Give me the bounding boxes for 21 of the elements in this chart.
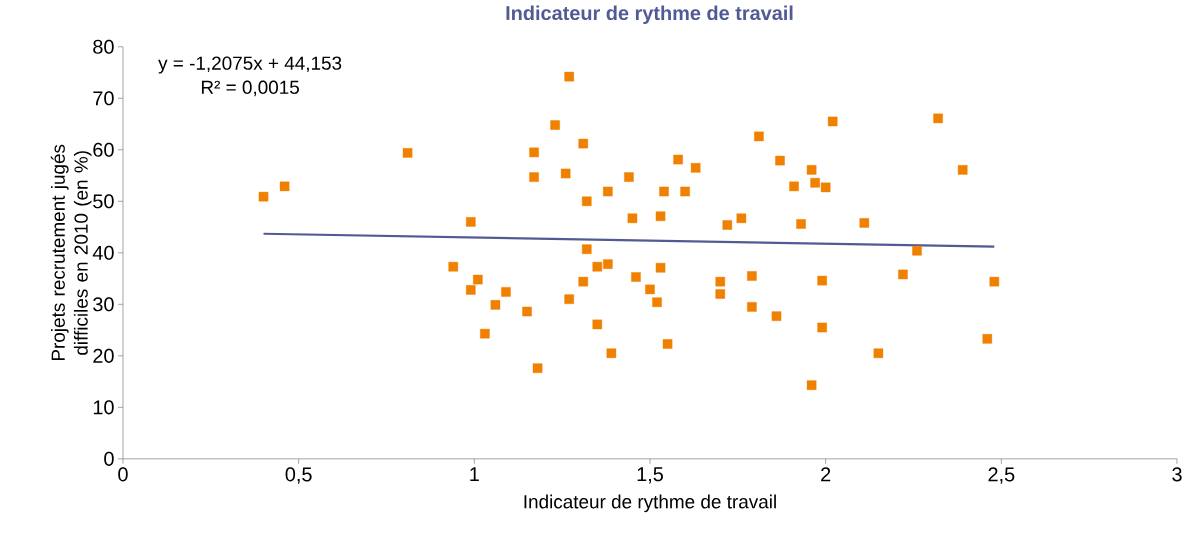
y-axis-title: Projets recrutement jugés difficiles en 2010 (en %) (50, 144, 92, 361)
annotation: y = -1,2075x + 44,153 (158, 56, 342, 74)
chart-title: Indicateur de rythme de travail (506, 5, 793, 25)
x-tick-label: 2 (821, 467, 831, 482)
y-tick-label: 50 (93, 194, 114, 209)
x-tick-label: 0 (118, 467, 128, 482)
x-axis-title: Indicateur de rythme de travail (524, 494, 776, 513)
y-tick-label: 80 (93, 39, 114, 55)
y-tick-label: 60 (93, 142, 114, 158)
annotation: R² = 0,0015 (201, 80, 299, 97)
y-tick-label: 0 (104, 452, 114, 467)
y-tick-label: 70 (93, 91, 114, 106)
y-tick-label: 20 (93, 349, 114, 364)
x-tick-label: 2,5 (988, 467, 1015, 485)
x-tick-label: 1 (470, 467, 479, 482)
x-tick-label: 1,5 (637, 467, 663, 484)
x-tick-label: 3 (1172, 467, 1182, 482)
y-tick-label: 40 (92, 246, 114, 261)
x-tick-label: 0,5 (285, 467, 312, 485)
y-tick-label: 10 (93, 400, 114, 415)
y-tick-label: 30 (93, 297, 114, 312)
